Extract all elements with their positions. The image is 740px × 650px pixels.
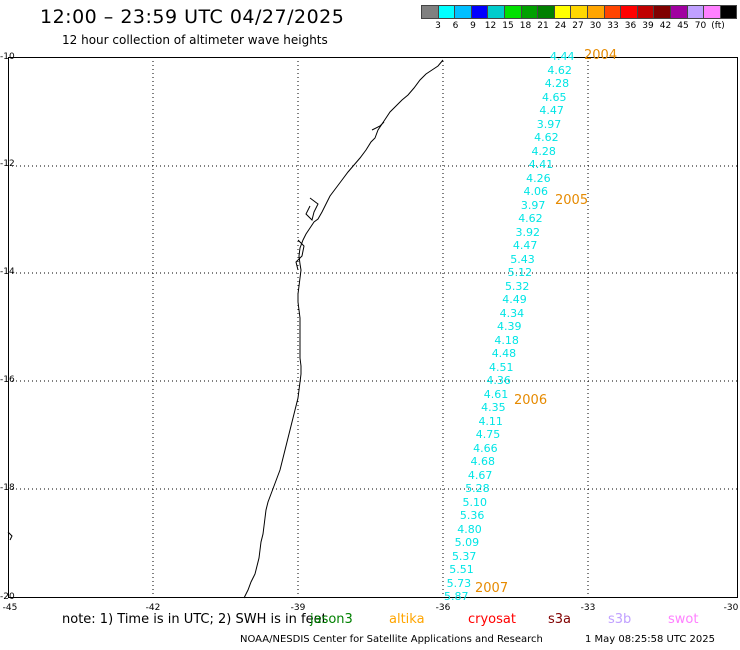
wave-height-label: 4.68 [470, 455, 496, 468]
wave-height-label: 4.67 [467, 468, 493, 482]
wave-height-label: 4.47 [539, 104, 564, 117]
satellite-label: s3b [608, 612, 632, 627]
legend-label: 3 [435, 21, 441, 31]
wave-height-label: 4.34 [499, 306, 525, 320]
legend-label: 24 [554, 21, 567, 31]
wave-height-label: 4.48 [491, 347, 517, 360]
longitude-label: -30 [723, 603, 739, 613]
wave-height-label: 4.44 [550, 50, 575, 63]
coastline-islands [7, 121, 385, 541]
legend-label: (ft) [711, 21, 725, 31]
map-frame [8, 57, 738, 598]
longitude-label: -39 [290, 603, 306, 613]
legend-label: 6 [452, 21, 459, 31]
wave-height-label: 5.43 [510, 252, 535, 266]
longitude-label: -42 [145, 603, 161, 613]
wave-height-label: 5.51 [449, 563, 474, 576]
wave-height-label: 4.62 [547, 63, 572, 77]
map-title: 12:00 – 23:59 UTC 04/27/2025 [40, 6, 345, 28]
wave-height-label: 4.80 [457, 522, 482, 536]
wave-height-label: 4.62 [534, 131, 559, 144]
wave-height-label: 4.06 [523, 185, 549, 198]
legend-label: 18 [519, 21, 532, 31]
legend-label: 39 [642, 21, 654, 31]
credit-text: NOAA/NESDIS Center for Satellite Applica… [240, 634, 543, 645]
legend-label: 12 [484, 21, 497, 31]
satellite-label: jason3 [310, 612, 353, 627]
legend-label: 45 [677, 21, 689, 31]
legend-label: 9 [470, 21, 476, 31]
legend-label: 33 [607, 21, 619, 31]
satellite-label: cryosat [468, 612, 516, 627]
legend-label: 27 [572, 21, 584, 31]
longitude-label: -33 [580, 603, 596, 613]
time-label: 2006 [514, 393, 548, 408]
wave-height-label: 4.28 [544, 77, 570, 90]
legend-label: 36 [624, 21, 637, 31]
time-label: 2004 [584, 48, 618, 63]
legend-swatch [719, 5, 738, 19]
wave-height-label: 5.73 [446, 576, 472, 590]
legend-label: 70 [694, 21, 707, 31]
wave-height-label: 4.41 [528, 158, 554, 171]
longitude-label: -45 [2, 603, 18, 613]
wave-height-label: 5.37 [451, 549, 477, 563]
longitude-label: -36 [435, 603, 451, 613]
wave-height-label: 4.47 [512, 239, 538, 252]
wave-height-label: 4.49 [502, 293, 527, 306]
time-label: 2005 [555, 193, 589, 208]
wave-height-label: 4.75 [475, 428, 501, 441]
wave-height-label: 5.87 [444, 590, 469, 603]
legend-label: 42 [659, 21, 672, 31]
satellite-label: altika [389, 612, 425, 627]
wave-height-label: 4.61 [483, 387, 509, 401]
wave-height-label: 3.97 [536, 117, 562, 131]
wave-height-label: 5.28 [465, 482, 490, 495]
color-scale-labels: 3 6 9 12 15 18 21 24 27 30 33 36 39 42 45 70 (ft) [421, 21, 740, 33]
legend-label: 30 [589, 21, 602, 31]
wave-height-label: 3.97 [520, 198, 546, 212]
coastline [243, 59, 444, 599]
wave-height-label: 3.92 [515, 225, 541, 239]
wave-height-label: 4.66 [473, 441, 498, 455]
map-subtitle: 12 hour collection of altimeter wave hei… [62, 33, 328, 47]
satellite-label: s3a [548, 612, 572, 627]
wave-height-label: 5.32 [504, 279, 530, 293]
wave-height-label: 4.39 [497, 320, 522, 333]
wave-height-label: 4.62 [518, 212, 543, 225]
wave-height-label: 5.12 [507, 266, 533, 279]
satellite-label: swot [668, 612, 699, 627]
latitude-label: -20 [0, 592, 15, 602]
time-label: 2007 [475, 581, 509, 596]
wave-height-label: 4.11 [478, 414, 503, 428]
latitude-label: -14 [0, 267, 15, 277]
wave-height-label: 4.51 [489, 360, 514, 374]
wave-height-label: 4.28 [531, 144, 556, 158]
wave-height-label: 4.18 [494, 333, 519, 347]
latitude-label: -16 [0, 375, 15, 385]
legend-label: 15 [502, 21, 514, 31]
wave-height-label: 4.35 [481, 401, 506, 414]
wave-height-label: 5.10 [462, 495, 488, 509]
wave-height-label: 5.09 [454, 536, 480, 549]
wave-height-label: 4.65 [542, 90, 567, 104]
grid-lines [8, 57, 738, 598]
wave-height-label: 4.26 [526, 171, 551, 185]
generated-timestamp: 1 May 08:25:58 UTC 2025 [585, 634, 715, 645]
legend-label: 21 [537, 21, 549, 31]
color-scale-legend [421, 5, 738, 19]
latitude-label: -10 [0, 52, 15, 62]
latitude-label: -18 [0, 483, 15, 493]
latitude-label: -12 [0, 159, 15, 169]
wave-height-label: 4.36 [486, 374, 511, 387]
footer-note: note: 1) Time is in UTC; 2) SWH is in fe… [62, 612, 327, 627]
wave-height-label: 5.36 [459, 509, 485, 522]
